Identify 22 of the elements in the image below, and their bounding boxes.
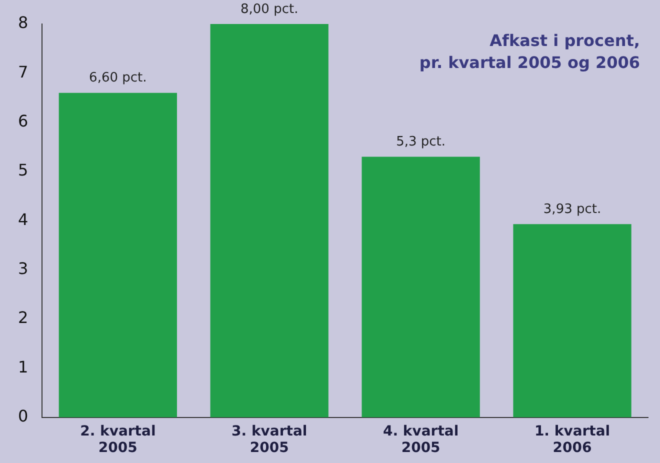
bar [210, 24, 328, 418]
y-tick-label: 0 [18, 406, 28, 426]
bar [513, 224, 632, 418]
x-tick-label: 3. kvartal 2005 [232, 423, 308, 456]
y-tick-label: 2 [18, 308, 28, 328]
data-label: 6,60 pct. [89, 70, 147, 86]
data-label: 5,3 pct. [396, 134, 446, 150]
y-tick-label: 6 [18, 112, 28, 131]
x-tick-label: 4. kvartal 2005 [382, 423, 459, 456]
bar [58, 92, 177, 418]
y-tick-label: 1 [18, 357, 28, 376]
text: Afkast i procent, pr. kvartal 2005 og 2006 [419, 31, 640, 72]
x-tick-label: 2. kvartal 2005 [80, 423, 156, 456]
data-label: 8,00 pct. [240, 2, 298, 17]
y-tick-label: 8 [18, 13, 28, 32]
x-tick-label: 1. kvartal 2006 [534, 423, 610, 456]
data-label: 3,93 pct. [543, 202, 602, 218]
y-tick-label: 4 [18, 210, 28, 229]
bar [362, 156, 480, 418]
y-tick-label: 3 [18, 259, 28, 278]
y-tick-label: 5 [18, 160, 28, 180]
y-tick-label: 7 [18, 62, 28, 82]
